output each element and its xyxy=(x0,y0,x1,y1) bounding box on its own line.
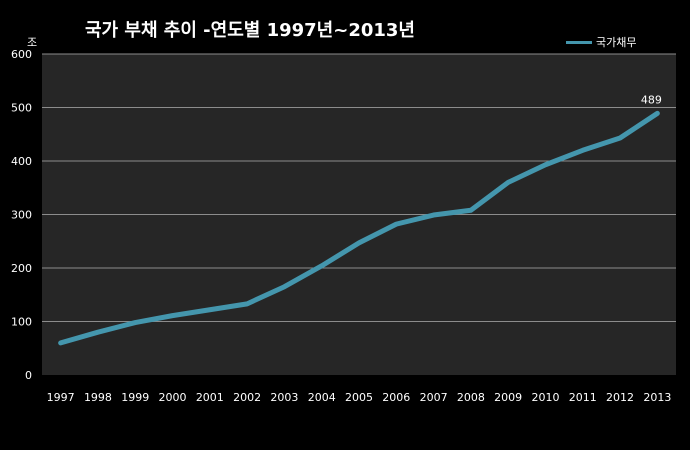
x-tick-label: 2013 xyxy=(643,391,671,404)
x-tick-label: 2003 xyxy=(270,391,298,404)
y-tick-label: 600 xyxy=(11,48,32,61)
series-line xyxy=(58,110,660,346)
x-tick-label: 2004 xyxy=(308,391,336,404)
x-tick-label: 2011 xyxy=(569,391,597,404)
legend-swatch xyxy=(566,40,592,44)
y-tick-label: 200 xyxy=(11,262,32,275)
y-tick-label: 100 xyxy=(11,316,32,329)
x-tick-label: 2007 xyxy=(420,391,448,404)
x-tick-label: 2005 xyxy=(345,391,373,404)
y-tick-label: 300 xyxy=(11,209,32,222)
x-tick-label: 2008 xyxy=(457,391,485,404)
x-tick-label: 1997 xyxy=(47,391,75,404)
data-label: 489 xyxy=(641,93,662,106)
x-tick-label: 2009 xyxy=(494,391,522,404)
y-tick-label: 500 xyxy=(11,102,32,115)
x-tick-label: 1999 xyxy=(121,391,149,404)
legend: 국가채무 xyxy=(566,34,636,50)
x-tick-label: 2006 xyxy=(382,391,410,404)
x-tick-label: 2010 xyxy=(531,391,559,404)
chart-title: 국가 부채 추이 -연도별 1997년~2013년 xyxy=(85,20,415,41)
y-tick-label: 400 xyxy=(11,155,32,168)
y-tick-label: 0 xyxy=(25,369,32,382)
y-axis-unit-label: 조 xyxy=(27,36,38,49)
x-tick-label: 1998 xyxy=(84,391,112,404)
x-tick-label: 2002 xyxy=(233,391,261,404)
x-tick-label: 2001 xyxy=(196,391,224,404)
x-tick-label: 2000 xyxy=(159,391,187,404)
x-tick-label: 2012 xyxy=(606,391,634,404)
legend-label: 국가채무 xyxy=(596,36,637,49)
